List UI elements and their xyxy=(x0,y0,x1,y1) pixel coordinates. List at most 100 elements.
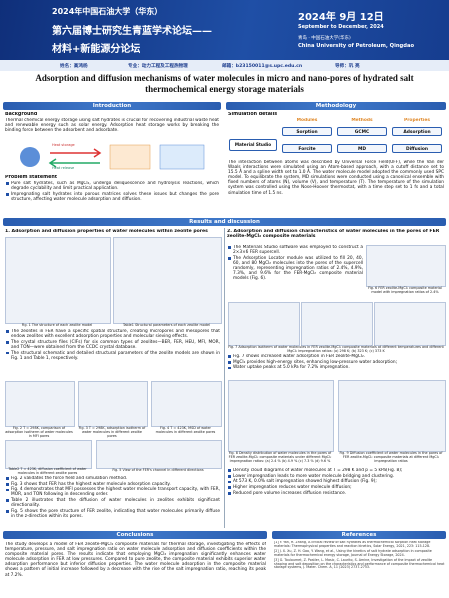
column-header: Methods xyxy=(351,118,373,123)
caption: Fig. 7 Adsorption isotherm of water mole… xyxy=(228,345,444,353)
caption: Fig. 9 Diffusion coefficient of water mo… xyxy=(339,451,443,463)
bullet: Fig. 7 shows increased water adsorption … xyxy=(227,354,444,359)
figure xyxy=(301,302,373,346)
paragraph: The study develops a model of FER zeolit… xyxy=(5,542,266,578)
section-heading: Methodology xyxy=(226,102,446,110)
date: 2024年 9月 12日 xyxy=(298,12,384,23)
heat-figure: Heat storage Heat release xyxy=(10,141,214,173)
name: 姓名：高鸿杨 xyxy=(60,63,88,69)
bullet: MgCl₂ provides high-energy sites, enhanc… xyxy=(227,360,444,365)
caption: Fig. 3 T = 298K, adsorption isotherm of … xyxy=(78,426,146,438)
method-table: Modules Sorption Forcite Methods GCMC MD Prope… xyxy=(282,118,444,158)
subheading: Simulation details xyxy=(228,112,278,117)
bullet: Pure salt hydrates, such as MgCl₂, under… xyxy=(5,181,219,191)
caption: Fig. 1 The structure of each zeolite mod… xyxy=(21,323,93,327)
figure xyxy=(78,381,148,427)
icon xyxy=(20,147,40,167)
bullet: Lower impregnation leads to more water m… xyxy=(227,474,444,479)
table-cell: MD xyxy=(337,144,387,153)
bullet: Fig. 5 shows the pore structure of FER z… xyxy=(5,509,220,519)
reference: [1] Y. Yan, H. Zhang, A critical review … xyxy=(274,541,431,548)
table-cell: Sorption xyxy=(282,127,332,136)
icon xyxy=(159,144,205,170)
place-en: China University of Petroleum, Qingdao xyxy=(298,43,415,49)
divider xyxy=(223,228,224,528)
figure xyxy=(228,380,334,452)
arrow xyxy=(48,158,100,168)
section-heading: Conclusions xyxy=(3,531,267,539)
figure xyxy=(151,381,222,427)
figure xyxy=(5,381,75,427)
figure-label: Heat release xyxy=(52,166,75,170)
arrow xyxy=(50,148,102,158)
bullet-list: Pure salt hydrates, such as MgCl₂, under… xyxy=(5,181,219,215)
info-bar: 姓名：高鸿杨 专业：动力工程及工程热物理 邮箱：b23150011@s.upc.… xyxy=(0,60,449,71)
place-cn: 青岛 · 中国石油大学(华东) xyxy=(298,36,351,41)
bullet: The crystal structure files (CIFs) for s… xyxy=(5,340,220,350)
bullet: At 573 K, 0.0% salt impregnation showed … xyxy=(227,479,444,484)
bullet: Fig. 2 validates the force field and sim… xyxy=(5,476,220,481)
caption: Fig. 6 FER zeolite-MgCl₂ composite mater… xyxy=(368,286,442,294)
bullet: Higher impregnation reduces water molecu… xyxy=(227,485,444,490)
advisor: 导师：巩 亮 xyxy=(335,63,360,69)
section-heading: Introduction xyxy=(3,102,221,110)
bullet: Fig. 3 shows that FER has the highest wa… xyxy=(5,482,220,487)
heat-diagram xyxy=(20,144,205,170)
bullet-list: Fig. 2 validates the force field and sim… xyxy=(5,476,220,528)
figure xyxy=(374,302,446,346)
bullet: The Adsorption Locator module was utiliz… xyxy=(227,256,363,281)
software-box: Material Studio xyxy=(229,139,277,151)
bullet: The zeolites in FER have a specific spat… xyxy=(5,329,220,339)
major: 专业：动力工程及工程热物理 xyxy=(128,63,188,69)
section-heading: Results and discussion xyxy=(3,218,446,226)
subheading: Problem statement xyxy=(5,175,58,180)
reference: [3] G. Touloumet, Z. Postler, L. Masic, … xyxy=(274,557,445,570)
bullet-list: The zeolites in FER have a specific spat… xyxy=(5,329,220,379)
table-cell: Adsorption xyxy=(392,127,442,136)
bullet-list: The Materials Studio software was employ… xyxy=(227,245,363,300)
subheading: 2. Adsorption and diffusion characterist… xyxy=(227,229,440,240)
table-image xyxy=(113,237,222,324)
subheading: Background xyxy=(5,112,38,117)
poster-title: Adsorption and diffusion mechanisms of w… xyxy=(35,73,414,94)
table-cell: Diffusion xyxy=(392,144,442,153)
header-title-3: 材料+新能源分论坛 xyxy=(52,44,141,55)
figure xyxy=(338,380,446,452)
icon xyxy=(109,144,151,170)
column-header: Modules xyxy=(296,118,318,123)
section-heading: References xyxy=(272,531,446,539)
email: 邮箱：b23150011@s.upc.edu.cn xyxy=(222,63,303,69)
subheading: 1. Adsorption and diffusion properties o… xyxy=(5,229,208,234)
figure xyxy=(228,302,300,346)
caption: Fig. 4 T = 423K, MSD of water molecules … xyxy=(155,426,216,434)
bullet-list: Density cloud diagrams of water molecule… xyxy=(227,468,444,528)
bullet-list: Fig. 7 shows increased water adsorption … xyxy=(227,354,444,378)
header: 2024年中国石油大学（华东） 第六届博士研究生青蓝学术论坛—— 材料+新能源分… xyxy=(0,0,449,60)
figure xyxy=(366,245,446,287)
paragraph: The interaction between atoms was descri… xyxy=(228,160,444,196)
reference-list: [1] Y. Yan, H. Zhang, A critical review … xyxy=(274,541,445,596)
date-en: September to December, 2024 xyxy=(298,24,384,30)
bullet: Water uptake peaks at 5.0 kPa for 7.2% i… xyxy=(227,365,444,370)
table-cell: Forcite xyxy=(282,144,332,153)
caption: Fig. 2 T = 298K, comparison of adsorptio… xyxy=(5,426,73,438)
caption: Table1 Structural parameters of each zeo… xyxy=(122,323,211,327)
paragraph: Thermal chemical energy storage using sa… xyxy=(5,118,219,134)
bullet: The Materials Studio software was employ… xyxy=(227,245,363,255)
figure-label: Heat storage xyxy=(52,143,75,147)
table-cell: GCMC xyxy=(337,127,387,136)
caption: Fig. 8 Density distribution of water mol… xyxy=(228,451,332,463)
bullet: Impregnating salt hydrates into porous m… xyxy=(5,192,219,202)
bullet: The structural schematic and detailed st… xyxy=(5,351,220,361)
bullet: Fig. 4 demonstrates that MFI possesses t… xyxy=(5,487,220,497)
reference: [2] J. X. Xu, Z. H. Gao, Y. Wang, et al.… xyxy=(274,548,432,557)
caption: Table2 T = 423K, diffusion coefficient o… xyxy=(8,467,87,475)
bullet: Reduced pore volume increases diffusion … xyxy=(227,491,444,496)
caption: Fig. 5 View of the FER's channel in diff… xyxy=(112,468,204,472)
figure xyxy=(96,440,222,469)
figure xyxy=(5,237,111,324)
column-header: Properties xyxy=(404,118,430,123)
bullet: Table 2 illustrates that the diffusion o… xyxy=(5,498,220,508)
header-title-2: 第六届博士研究生青蓝学术论坛—— xyxy=(52,26,212,37)
bullet: Density cloud diagrams of water molecule… xyxy=(227,468,444,473)
